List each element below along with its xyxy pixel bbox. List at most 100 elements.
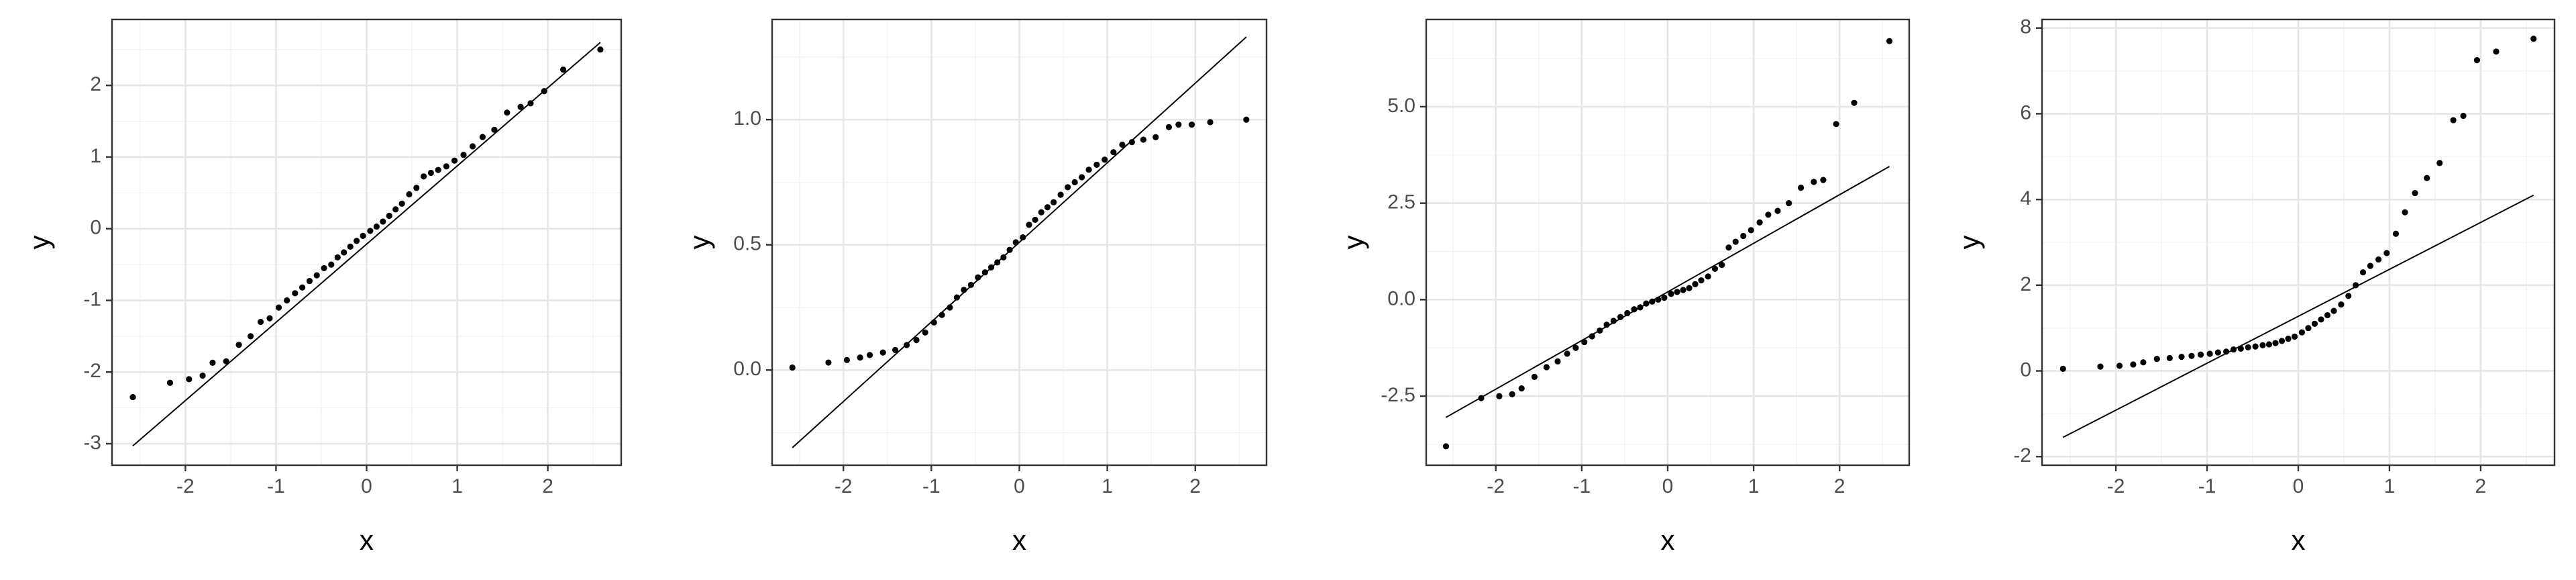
panel: -2 -1 0 1 2 -2.5 0.0 2.5 5.0 x y xyxy=(1338,18,1911,556)
panel: -2 -1 0 1 2 -2 0 2 4 6 8 x y xyxy=(1953,16,2556,556)
point xyxy=(1655,296,1662,303)
point xyxy=(334,254,341,261)
point xyxy=(1554,358,1561,365)
point xyxy=(2324,311,2331,319)
point xyxy=(975,274,981,281)
point xyxy=(1705,273,1711,280)
point xyxy=(1110,149,1117,156)
point xyxy=(1543,364,1550,371)
point xyxy=(2318,316,2324,323)
point xyxy=(953,294,960,301)
point xyxy=(1085,166,1092,173)
point xyxy=(2311,320,2318,327)
point xyxy=(1564,350,1570,357)
point xyxy=(2166,354,2173,361)
point xyxy=(1603,322,1610,328)
point xyxy=(2245,344,2251,351)
point xyxy=(2278,338,2286,344)
y-axis-title: y xyxy=(684,236,715,250)
point xyxy=(1732,238,1739,245)
point xyxy=(328,261,335,268)
y-tick-label: -2.5 xyxy=(1381,384,1415,406)
point xyxy=(2330,307,2337,314)
point xyxy=(2130,361,2137,368)
panel-border xyxy=(111,18,623,467)
point xyxy=(866,352,873,358)
y-tick-label: 5.0 xyxy=(1387,95,1415,117)
y-tick-label: 1 xyxy=(90,145,101,167)
point xyxy=(2338,301,2345,308)
point xyxy=(1051,199,1057,205)
x-tick-label: -2 xyxy=(835,475,853,497)
point xyxy=(1725,244,1732,251)
panel-border xyxy=(2041,18,2556,467)
point xyxy=(284,297,290,304)
point xyxy=(2097,363,2104,370)
point xyxy=(469,143,476,150)
point xyxy=(1786,200,1792,207)
point xyxy=(1643,300,1650,307)
point xyxy=(559,66,567,73)
point xyxy=(341,249,347,256)
point xyxy=(2206,350,2213,357)
point xyxy=(1674,289,1680,295)
point xyxy=(266,315,273,322)
point xyxy=(427,169,434,177)
point xyxy=(1152,134,1159,140)
point xyxy=(1071,179,1078,186)
x-tick-label: 1 xyxy=(451,475,463,497)
point xyxy=(257,318,264,326)
point xyxy=(541,88,547,95)
point xyxy=(1617,313,1624,320)
point xyxy=(2412,189,2418,197)
point xyxy=(1188,122,1195,128)
point xyxy=(248,333,254,340)
reference-line xyxy=(2062,194,2534,438)
point xyxy=(2188,352,2195,359)
point xyxy=(1093,161,1100,168)
y-tick-label: 0 xyxy=(2020,358,2031,381)
point xyxy=(2473,57,2481,64)
y-tick-label: -1 xyxy=(83,288,101,310)
point xyxy=(1243,116,1250,123)
point xyxy=(321,264,327,272)
point xyxy=(1719,262,1725,269)
point xyxy=(1774,207,1781,214)
point xyxy=(1207,119,1214,126)
point xyxy=(2367,262,2373,269)
point xyxy=(938,311,945,318)
y-tick-label: 1.0 xyxy=(733,107,761,130)
point xyxy=(299,284,306,291)
point xyxy=(435,166,441,173)
point xyxy=(2460,113,2467,119)
point xyxy=(2259,342,2266,348)
point xyxy=(504,109,511,116)
point xyxy=(1637,304,1644,311)
x-tick-label: 2 xyxy=(2475,475,2487,497)
panel-border xyxy=(771,18,1268,467)
point xyxy=(1797,185,1805,191)
point xyxy=(2272,340,2279,346)
x-tick-label: -1 xyxy=(2198,475,2216,497)
point xyxy=(129,393,136,401)
point xyxy=(386,212,392,220)
point xyxy=(1649,298,1656,305)
x-tick-label: -2 xyxy=(176,475,195,497)
point xyxy=(2305,325,2312,332)
panel-border xyxy=(1425,18,1911,467)
point xyxy=(1572,344,1579,351)
point xyxy=(2223,348,2230,355)
point xyxy=(2116,362,2123,369)
point xyxy=(2353,282,2359,289)
y-tick-label: 0 xyxy=(90,217,101,239)
point xyxy=(1820,177,1827,183)
point xyxy=(2252,343,2259,350)
point xyxy=(1680,287,1686,293)
point xyxy=(347,243,354,250)
point xyxy=(879,349,886,356)
point xyxy=(1012,239,1019,246)
point xyxy=(1711,265,1719,272)
y-tick-label: -2 xyxy=(83,360,101,382)
point xyxy=(313,272,320,279)
point xyxy=(1065,184,1071,191)
